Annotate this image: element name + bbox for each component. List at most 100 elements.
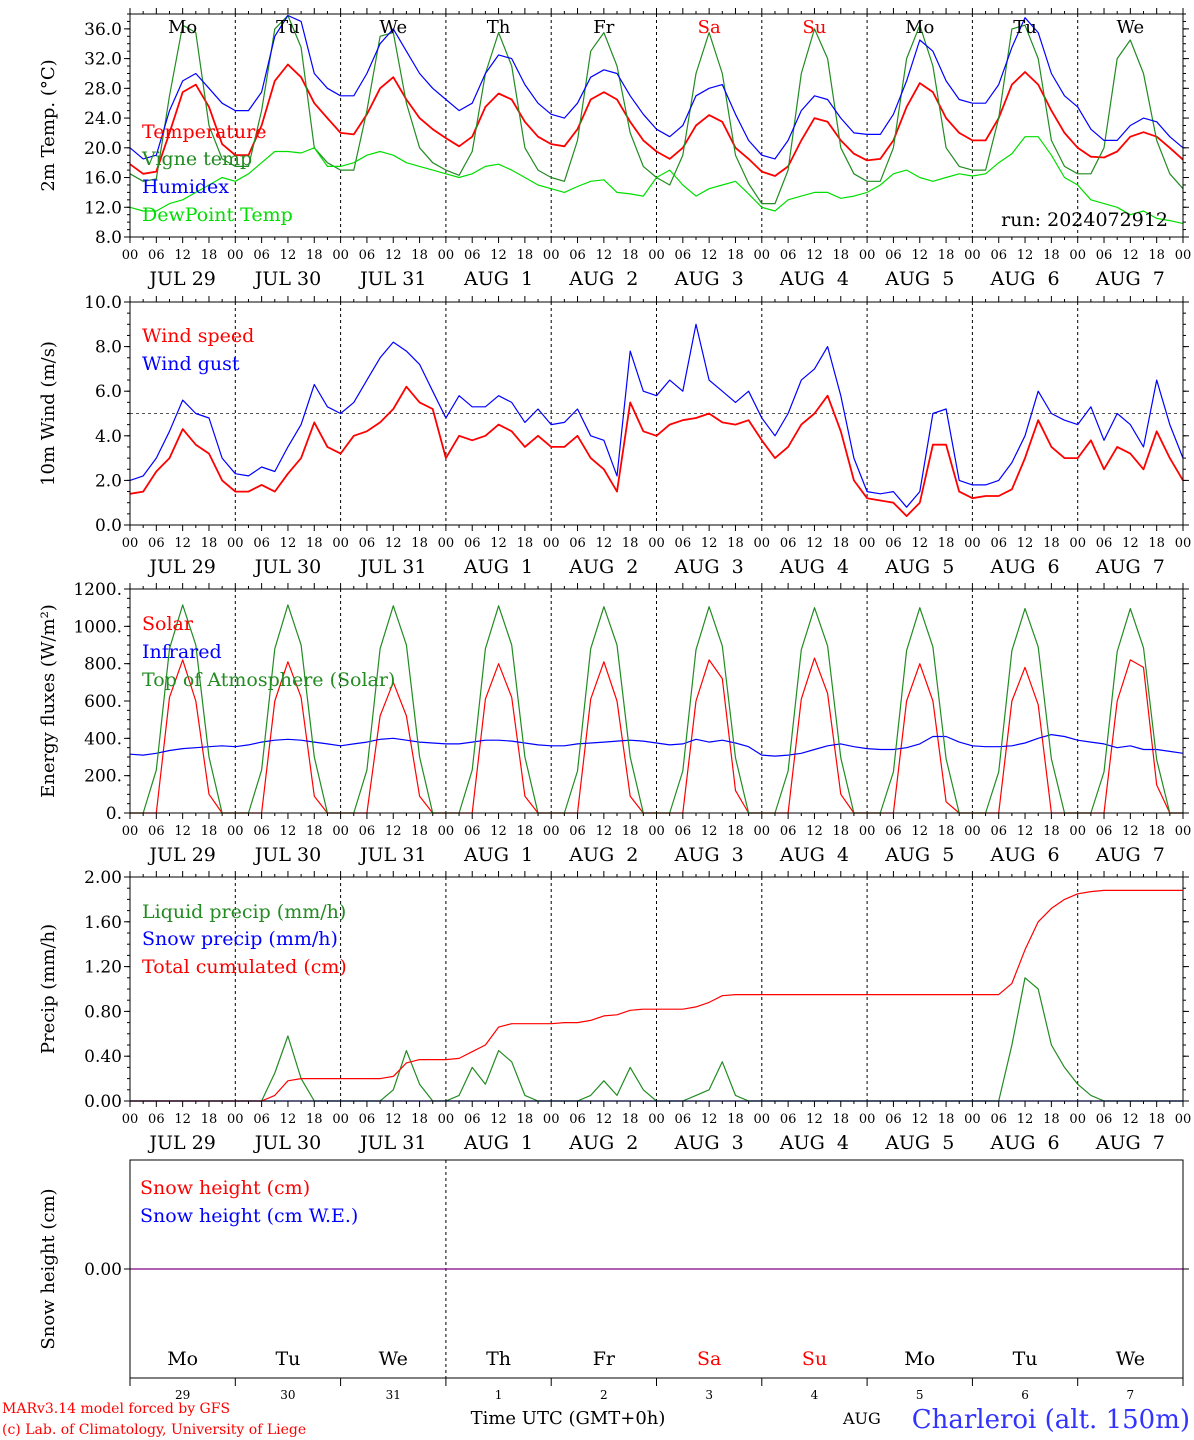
day-number-label: 7 xyxy=(1127,1388,1135,1402)
x-hour-label: 18 xyxy=(1043,1112,1060,1127)
x-hour-label: 06 xyxy=(464,536,481,551)
x-hour-label: 18 xyxy=(411,536,428,551)
x-hour-label: 06 xyxy=(1096,536,1113,551)
y-tick-label: 1.20 xyxy=(84,958,122,978)
weekday-label: Su xyxy=(802,17,826,38)
x-hour-label: 06 xyxy=(675,248,692,263)
x-hour-label: 12 xyxy=(385,248,402,263)
series-line-humidex xyxy=(129,14,1184,160)
x-hour-label: 00 xyxy=(1069,536,1086,551)
x-hour-label: 06 xyxy=(569,536,586,551)
x-date-label: AUG 2 xyxy=(568,844,638,866)
x-hour-label: 00 xyxy=(964,824,981,839)
legend-top-of-atmosphere-solar: Top of Atmosphere (Solar) xyxy=(142,669,395,691)
x-hour-label: 06 xyxy=(148,1112,165,1127)
x-hour-label: 12 xyxy=(1017,824,1034,839)
day-number-label: 6 xyxy=(1021,1388,1029,1402)
x-date-label: AUG 5 xyxy=(884,268,954,290)
x-hour-label: 18 xyxy=(727,1112,744,1127)
y-axis-title: Energy fluxes (W/m²) xyxy=(38,604,59,798)
x-date-label: AUG 4 xyxy=(779,556,849,578)
weekday-label: Mo xyxy=(167,1348,198,1370)
legend-vigne-temp: Vigne temp xyxy=(141,148,252,170)
x-hour-label: 06 xyxy=(359,536,376,551)
x-hour-label: 00 xyxy=(964,1112,981,1127)
x-hour-label: 00 xyxy=(754,824,771,839)
x-hour-label: 00 xyxy=(1175,824,1192,839)
x-hour-label: 12 xyxy=(1017,248,1034,263)
x-hour-label: 18 xyxy=(201,536,218,551)
x-hour-label: 12 xyxy=(596,248,613,263)
x-hour-label: 12 xyxy=(174,1112,191,1127)
x-hour-label: 12 xyxy=(1122,824,1139,839)
x-hour-label: 18 xyxy=(201,1112,218,1127)
x-date-label: JUL 29 xyxy=(147,1132,215,1154)
x-hour-label: 00 xyxy=(859,248,876,263)
x-date-label: AUG 7 xyxy=(1095,844,1165,866)
x-hour-label: 18 xyxy=(833,1112,850,1127)
x-hour-label: 00 xyxy=(122,1112,139,1127)
x-hour-label: 06 xyxy=(675,1112,692,1127)
weekday-label: Mo xyxy=(168,17,197,38)
y-axis-title: 10m Wind (m/s) xyxy=(38,341,59,486)
legend-wind-speed: Wind speed xyxy=(142,325,254,347)
x-hour-label: 18 xyxy=(622,248,639,263)
x-hour-label: 12 xyxy=(280,248,297,263)
x-date-label: AUG 5 xyxy=(884,844,954,866)
x-hour-label: 18 xyxy=(306,248,323,263)
x-hour-label: 06 xyxy=(885,824,902,839)
x-hour-label: 18 xyxy=(517,248,534,263)
x-hour-label: 12 xyxy=(174,536,191,551)
x-hour-label: 00 xyxy=(122,536,139,551)
weekday-label: Th xyxy=(486,1348,511,1370)
x-hour-label: 12 xyxy=(806,824,823,839)
day-number-label: 29 xyxy=(175,1388,190,1402)
x-date-label: AUG 7 xyxy=(1095,1132,1165,1154)
x-date-label: AUG 3 xyxy=(674,268,744,290)
x-hour-label: 12 xyxy=(490,824,507,839)
month-label: AUG xyxy=(842,1409,881,1428)
x-hour-label: 12 xyxy=(385,1112,402,1127)
x-date-label: AUG 2 xyxy=(568,1132,638,1154)
x-hour-label: 12 xyxy=(1122,248,1139,263)
x-hour-label: 12 xyxy=(280,824,297,839)
run-label: run: 2024072912 xyxy=(1001,209,1168,231)
x-hour-label: 18 xyxy=(517,1112,534,1127)
x-hour-label: 12 xyxy=(911,1112,928,1127)
y-tick-label: 8.0 xyxy=(95,338,122,358)
y-tick-label: 12.0 xyxy=(84,198,122,218)
weekday-label: Th xyxy=(487,17,511,38)
footer-model-text: MARv3.14 model forced by GFS xyxy=(2,1401,230,1417)
x-hour-label: 00 xyxy=(227,536,244,551)
panel-4: 0.00 0.40 0.80 1.20 1.60 2.00 Precip (mm/h) Liq… xyxy=(38,868,1191,1154)
x-hour-label: 00 xyxy=(1069,824,1086,839)
x-hour-label: 06 xyxy=(780,536,797,551)
x-date-label: JUL 31 xyxy=(358,556,426,578)
panel-3: 0. 200. 400. 600. 800. 1000. 1200. Energy fluxe… xyxy=(38,580,1191,866)
x-hour-label: 00 xyxy=(438,536,455,551)
day-number-label: 30 xyxy=(280,1388,295,1402)
x-date-label: AUG 3 xyxy=(674,1132,744,1154)
x-hour-label: 18 xyxy=(727,536,744,551)
y-tick-label: 0.00 xyxy=(84,1260,122,1280)
x-hour-label: 00 xyxy=(543,1112,560,1127)
x-hour-label: 00 xyxy=(648,824,665,839)
x-hour-label: 06 xyxy=(569,824,586,839)
x-hour-label: 00 xyxy=(859,536,876,551)
x-hour-label: 06 xyxy=(990,1112,1007,1127)
x-hour-label: 18 xyxy=(727,824,744,839)
day-number-label: 2 xyxy=(600,1388,608,1402)
x-date-label: AUG 4 xyxy=(779,268,849,290)
x-hour-label: 06 xyxy=(359,1112,376,1127)
x-hour-label: 12 xyxy=(911,824,928,839)
x-hour-label: 18 xyxy=(1148,536,1165,551)
x-date-label: AUG 1 xyxy=(463,1132,533,1154)
x-hour-label: 12 xyxy=(385,824,402,839)
y-tick-label: 24.0 xyxy=(84,109,122,129)
x-hour-label: 12 xyxy=(596,824,613,839)
y-tick-label: 36.0 xyxy=(84,20,122,40)
series-line-dewpoint-temp xyxy=(129,136,1184,225)
x-hour-label: 06 xyxy=(464,824,481,839)
legend-dewpoint-temp: DewPoint Temp xyxy=(142,204,293,226)
series-line-total-cumulated-cm xyxy=(130,889,1183,1102)
